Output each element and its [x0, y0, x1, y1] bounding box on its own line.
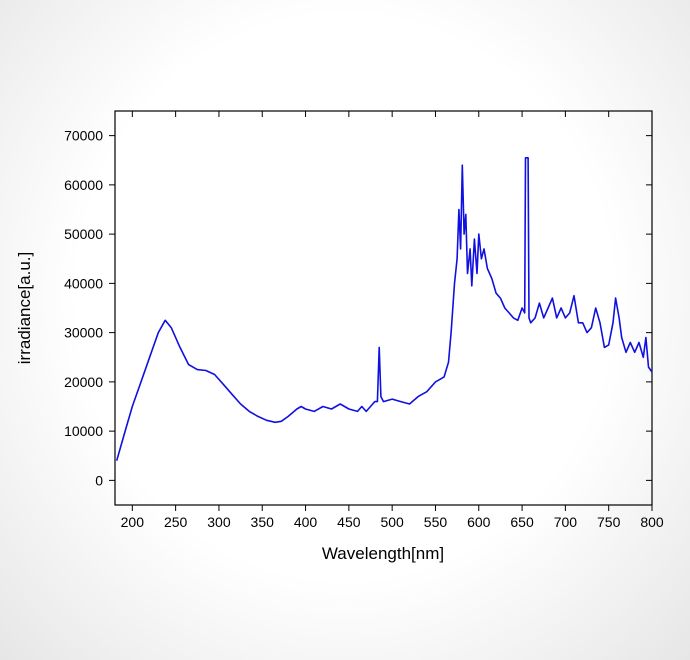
y-tick-label: 40000	[64, 275, 103, 291]
plot-frame	[114, 110, 653, 506]
spectrum-line	[115, 157, 653, 461]
y-tick-label: 50000	[64, 226, 103, 242]
y-tick-label: 10000	[64, 423, 103, 439]
y-tick-label: 70000	[64, 128, 103, 144]
y-tick-label: 0	[95, 472, 103, 488]
x-tick-label: 300	[207, 514, 231, 530]
y-tick-label: 20000	[64, 374, 103, 390]
x-tick-label: 550	[424, 514, 448, 530]
x-tick-label: 750	[597, 514, 621, 530]
y-tick-label: 30000	[64, 325, 103, 341]
x-tick-label: 250	[164, 514, 188, 530]
x-tick-label: 800	[640, 514, 664, 530]
x-tick-label: 700	[554, 514, 578, 530]
x-tick-label: 400	[294, 514, 318, 530]
x-tick-label: 500	[380, 514, 404, 530]
x-axis-title: Wavelength[nm]	[322, 544, 444, 563]
x-tick-label: 200	[121, 514, 145, 530]
x-tick-label: 650	[510, 514, 534, 530]
x-tick-label: 450	[337, 514, 361, 530]
y-tick-label: 60000	[64, 177, 103, 193]
x-tick-label: 350	[251, 514, 275, 530]
x-tick-label: 600	[467, 514, 491, 530]
y-axis-title: irradiance[a.u.]	[15, 252, 34, 364]
